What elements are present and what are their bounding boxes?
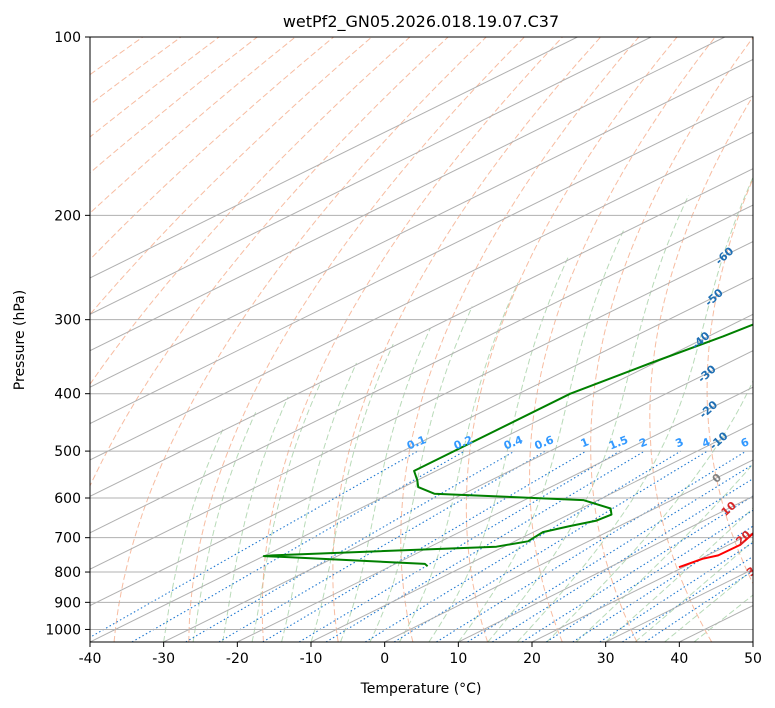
moist-adiabat-line bbox=[192, 412, 257, 642]
moist-adiabat-line bbox=[664, 568, 753, 642]
isotherm-line bbox=[531, 532, 753, 642]
y-tick-label: 800 bbox=[54, 565, 81, 581]
isotherm-line bbox=[90, 37, 578, 279]
y-tick-label: 500 bbox=[54, 444, 81, 460]
x-tick-label: 0 bbox=[380, 651, 389, 667]
mixing-ratio-label: 3 bbox=[673, 435, 685, 450]
moist-adiabat-line bbox=[310, 344, 394, 642]
x-tick-label: -10 bbox=[300, 651, 323, 667]
x-tick-label: 20 bbox=[523, 651, 541, 667]
dry-adiabat-line bbox=[529, 37, 716, 642]
mixing-ratio-line bbox=[572, 525, 753, 642]
dry-adiabat-line bbox=[90, 37, 411, 386]
x-axis: -40 -30 -20 -10 0 10 20 30 40 50 bbox=[79, 642, 762, 667]
x-axis-label: Temperature (°C) bbox=[360, 681, 482, 697]
dry-adiabat-line bbox=[113, 37, 487, 642]
y-tick-label: 200 bbox=[54, 208, 81, 224]
y-tick-label: 600 bbox=[54, 491, 81, 507]
isotherm-line bbox=[90, 277, 753, 607]
isotherm-line bbox=[90, 240, 753, 570]
y-tick-label: 1000 bbox=[45, 622, 81, 638]
x-tick-label: 50 bbox=[744, 651, 762, 667]
sounding-traces bbox=[262, 323, 753, 569]
isotherm-line bbox=[90, 313, 753, 642]
isotherm-line bbox=[163, 350, 753, 642]
moist-adiabat-line bbox=[487, 195, 690, 642]
y-tick-label: 100 bbox=[54, 30, 81, 46]
moist-adiabats bbox=[163, 176, 753, 642]
moist-adiabat-line bbox=[369, 306, 473, 642]
moist-adiabat-line bbox=[398, 282, 519, 642]
chart-title: wetPf2_GN05.2026.018.19.07.C37 bbox=[283, 12, 559, 32]
mixing-ratio-line bbox=[436, 450, 747, 642]
mixing-ratio-label: 1 bbox=[579, 435, 591, 450]
y-axis-label: Pressure (hPa) bbox=[12, 290, 28, 390]
moist-adiabat-line bbox=[251, 380, 323, 642]
dry-adiabat-line bbox=[261, 37, 563, 642]
y-tick-label: 900 bbox=[54, 595, 81, 611]
isotherm-line bbox=[90, 37, 652, 315]
plot-frame bbox=[89, 36, 754, 643]
isotherm-line bbox=[90, 168, 753, 497]
isotherm-line bbox=[310, 422, 753, 642]
x-tick-label: -20 bbox=[226, 651, 249, 667]
x-tick-label: 40 bbox=[670, 651, 688, 667]
isotherm-line bbox=[90, 58, 753, 388]
moist-adiabat-line bbox=[516, 176, 753, 642]
y-tick-label: 400 bbox=[54, 387, 81, 403]
moist-adiabat-line bbox=[693, 594, 753, 642]
dry-adiabat-line bbox=[188, 37, 525, 642]
x-tick-label: 10 bbox=[449, 651, 467, 667]
mixing-ratio-label: 2 bbox=[637, 435, 649, 450]
isotherm-line bbox=[90, 131, 753, 461]
mixing-ratio-line bbox=[492, 478, 753, 642]
dry-adiabat-line bbox=[590, 37, 753, 642]
y-axis: 100 200 300 400 500 600 700 800 900 1000 bbox=[45, 30, 90, 638]
moist-adiabat-line bbox=[634, 540, 753, 642]
mixing-ratio-line bbox=[545, 509, 753, 642]
isotherm-line bbox=[90, 95, 753, 425]
dry-adiabat-line bbox=[332, 37, 602, 642]
x-tick-label: -30 bbox=[152, 651, 175, 667]
y-tick-label: 700 bbox=[54, 531, 81, 547]
isotherm-line bbox=[458, 495, 753, 642]
moist-adiabat-line bbox=[605, 507, 753, 642]
moist-adiabat-line bbox=[281, 362, 357, 642]
isobars bbox=[90, 37, 753, 630]
x-tick-label: -40 bbox=[79, 651, 102, 667]
moist-adiabat-line bbox=[340, 327, 431, 642]
moist-adiabat-line bbox=[163, 429, 224, 642]
moist-adiabat-line bbox=[222, 396, 289, 642]
y-tick-label: 300 bbox=[54, 313, 81, 329]
isotherms bbox=[90, 37, 753, 642]
isotherm-line bbox=[90, 204, 753, 534]
dry-adiabat-line bbox=[465, 37, 678, 642]
isotherm-line bbox=[237, 386, 753, 642]
isotherm-line bbox=[90, 37, 726, 352]
dry-adiabat-label: 30 bbox=[744, 559, 764, 579]
moist-adiabat-line bbox=[457, 227, 626, 642]
dry-adiabat-line bbox=[90, 37, 449, 488]
x-tick-label: 30 bbox=[597, 651, 615, 667]
moist-adiabat-line bbox=[428, 256, 569, 642]
mixing-ratio-line bbox=[298, 450, 621, 642]
dewpoint-line bbox=[262, 323, 753, 567]
isotherm-line bbox=[384, 459, 753, 642]
